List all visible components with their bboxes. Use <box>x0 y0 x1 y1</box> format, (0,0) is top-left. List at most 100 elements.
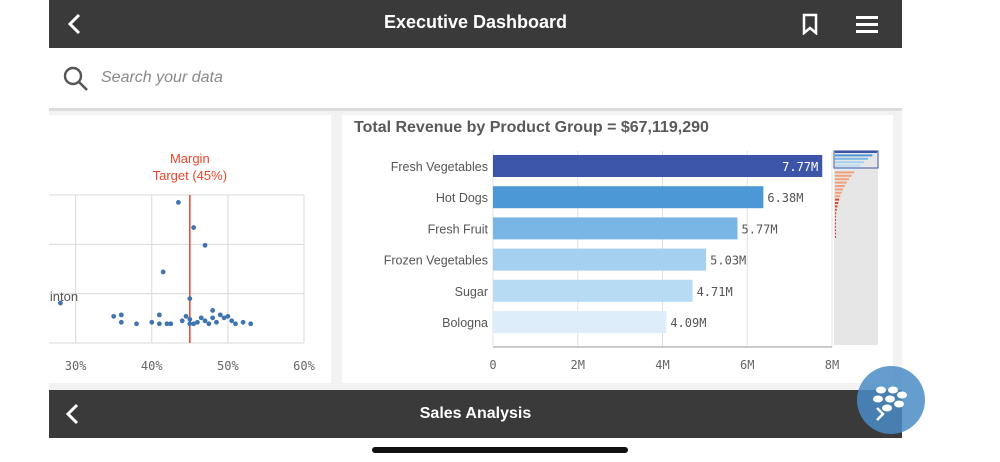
mini-chart-bar <box>835 195 841 198</box>
bar-x-tick-label: 2M <box>571 358 585 372</box>
revenue-bar <box>493 186 764 209</box>
mini-chart-bar <box>835 232 836 235</box>
bar-x-tick-label: 6M <box>740 358 754 372</box>
mini-chart-bar <box>835 198 840 201</box>
blackberry-logo-icon <box>873 386 907 421</box>
revenue-bar <box>493 155 823 177</box>
bar-value-label: 5.03M <box>710 254 746 268</box>
revenue-bar-chart: Total Revenue by Product Group = $67,119… <box>354 119 879 372</box>
search-input[interactable] <box>99 64 603 92</box>
bottom-bar: Sales Analysis <box>49 390 902 438</box>
bar-x-tick-label: 4M <box>655 358 669 372</box>
mini-chart-bar <box>835 188 844 191</box>
bookmark-icon <box>802 13 818 35</box>
bar-category-label: Sugar <box>455 285 488 299</box>
mini-chart-bar <box>835 236 836 238</box>
menu-button[interactable] <box>851 8 883 40</box>
page-title: Executive Dashboard <box>383 12 568 32</box>
margin-scatter-chart: 30% 40% 50% 60% Margin Target (45%) linton <box>49 151 316 373</box>
mini-chart-bar <box>835 174 852 177</box>
chevron-left-icon <box>65 403 79 425</box>
revenue-bar <box>493 248 707 271</box>
app-window: Executive Dashboard 30% 40% 50% 60% Margin Ta… <box>49 0 902 438</box>
scatter-point <box>198 315 204 321</box>
scatter-point <box>229 318 235 324</box>
chevron-left-icon <box>67 13 81 35</box>
mini-chart-bar <box>835 215 836 218</box>
bar-x-tick-label: 8M <box>825 358 839 372</box>
scatter-point <box>248 321 254 327</box>
back-button[interactable] <box>59 8 91 40</box>
mini-chart-bar <box>835 154 873 157</box>
mini-chart-viewport <box>833 150 879 169</box>
bar-category-label: Frozen Vegetables <box>384 254 488 268</box>
scatter-x-tick-label: 30% <box>65 359 87 373</box>
scatter-point-label: linton <box>49 289 78 304</box>
bookmark-button[interactable] <box>794 8 826 40</box>
mini-chart-bar <box>835 219 836 221</box>
revenue-bar-panel[interactable]: Total Revenue by Product Group = $67,119… <box>342 115 893 383</box>
mini-chart-bar <box>835 222 836 225</box>
bar-value-label: 7.77M <box>782 160 818 174</box>
scatter-point <box>111 313 117 319</box>
mini-chart-bar <box>835 205 838 208</box>
scatter-point <box>58 300 63 306</box>
mini-chart-bar <box>835 181 847 184</box>
revenue-bar <box>493 311 667 333</box>
revenue-bar <box>493 279 693 302</box>
mini-chart-bar <box>835 164 861 167</box>
scatter-point <box>134 321 139 327</box>
mini-chart-bar <box>835 168 858 170</box>
search-bar <box>49 48 902 111</box>
mini-chart-bar <box>835 171 855 174</box>
scatter-point <box>183 313 189 319</box>
scatter-point <box>176 200 181 205</box>
bar-x-tick-label: 0 <box>489 358 496 372</box>
scatter-point <box>214 319 219 325</box>
mini-chart-bar <box>835 208 837 211</box>
search-icon <box>63 66 88 91</box>
previous-sheet-button[interactable] <box>57 398 89 430</box>
top-bar: Executive Dashboard <box>49 0 902 48</box>
bar-category-label: Fresh Fruit <box>428 222 489 236</box>
mini-chart-bar <box>835 185 845 187</box>
scatter-point <box>206 321 212 327</box>
scatter-point <box>221 315 227 321</box>
scatter-point <box>160 269 166 275</box>
margin-scatter-panel[interactable]: 30% 40% 50% 60% Margin Target (45%) linton <box>49 115 331 383</box>
blackberry-launcher-button[interactable] <box>857 366 925 434</box>
bar-category-label: Hot Dogs <box>436 191 488 205</box>
bar-value-label: 5.77M <box>742 222 778 236</box>
margin-target-label: Margin <box>170 151 210 166</box>
scatter-point <box>240 319 246 325</box>
mini-chart-bar <box>835 151 877 153</box>
mini-chart-bar <box>835 212 837 215</box>
scatter-point <box>202 318 208 324</box>
scatter-point <box>187 296 193 301</box>
scatter-point <box>118 319 124 325</box>
mini-chart-bar <box>835 191 842 194</box>
mini-chart-bar <box>835 202 839 204</box>
scatter-point <box>156 312 162 318</box>
scatter-point <box>217 312 223 318</box>
scatter-x-tick-label: 60% <box>293 359 315 373</box>
scatter-point <box>149 319 155 325</box>
mini-chart-bar <box>835 161 865 164</box>
hamburger-menu-icon <box>856 16 878 33</box>
mini-chart-bar <box>835 229 836 232</box>
scatter-x-tick-label: 40% <box>141 359 163 373</box>
revenue-bar <box>493 217 738 240</box>
bar-category-label: Fresh Vegetables <box>391 160 488 174</box>
margin-target-label: Target (45%) <box>153 168 227 183</box>
scatter-point <box>191 225 197 230</box>
home-indicator[interactable] <box>372 447 628 453</box>
mini-chart-bar <box>835 225 836 228</box>
scatter-point <box>210 315 216 321</box>
mini-chart-bar <box>835 178 849 181</box>
scatter-point <box>195 319 200 325</box>
sheet-title: Sales Analysis <box>419 405 532 422</box>
bar-chart-title: Total Revenue by Product Group = $67,119… <box>354 119 709 136</box>
scatter-point <box>179 318 185 324</box>
scatter-point <box>187 321 193 327</box>
scatter-point <box>233 321 238 327</box>
